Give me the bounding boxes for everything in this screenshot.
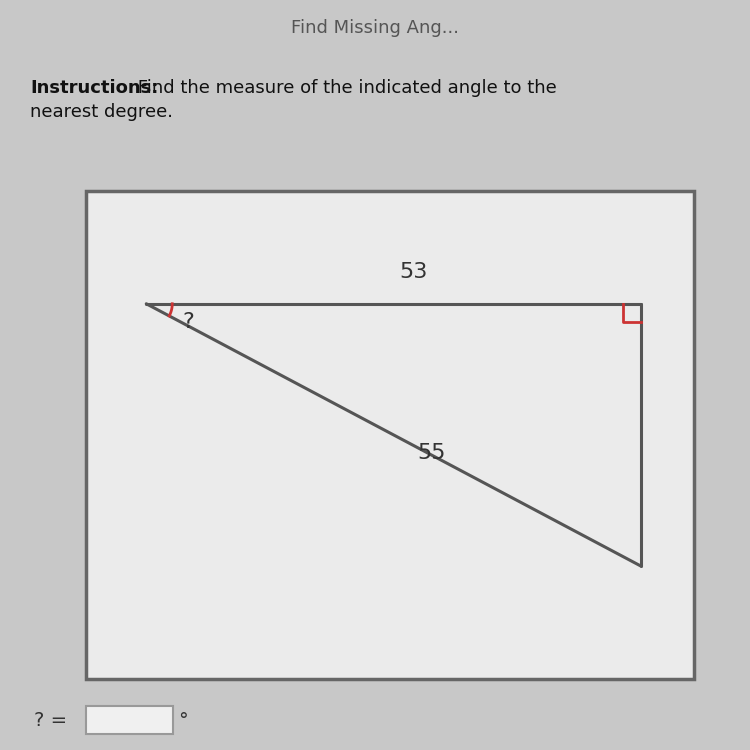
Bar bbox=[86, 706, 172, 734]
Text: 55: 55 bbox=[418, 443, 446, 463]
Text: ? =: ? = bbox=[34, 710, 67, 730]
Text: nearest degree.: nearest degree. bbox=[30, 103, 173, 121]
Bar bbox=[86, 191, 694, 679]
Text: °: ° bbox=[178, 710, 188, 730]
Text: Find the measure of the indicated angle to the: Find the measure of the indicated angle … bbox=[132, 79, 556, 97]
Text: 53: 53 bbox=[400, 262, 428, 282]
Text: ?: ? bbox=[182, 312, 194, 332]
Text: Instructions:: Instructions: bbox=[30, 79, 158, 97]
Text: Find Missing Ang...: Find Missing Ang... bbox=[291, 19, 459, 37]
